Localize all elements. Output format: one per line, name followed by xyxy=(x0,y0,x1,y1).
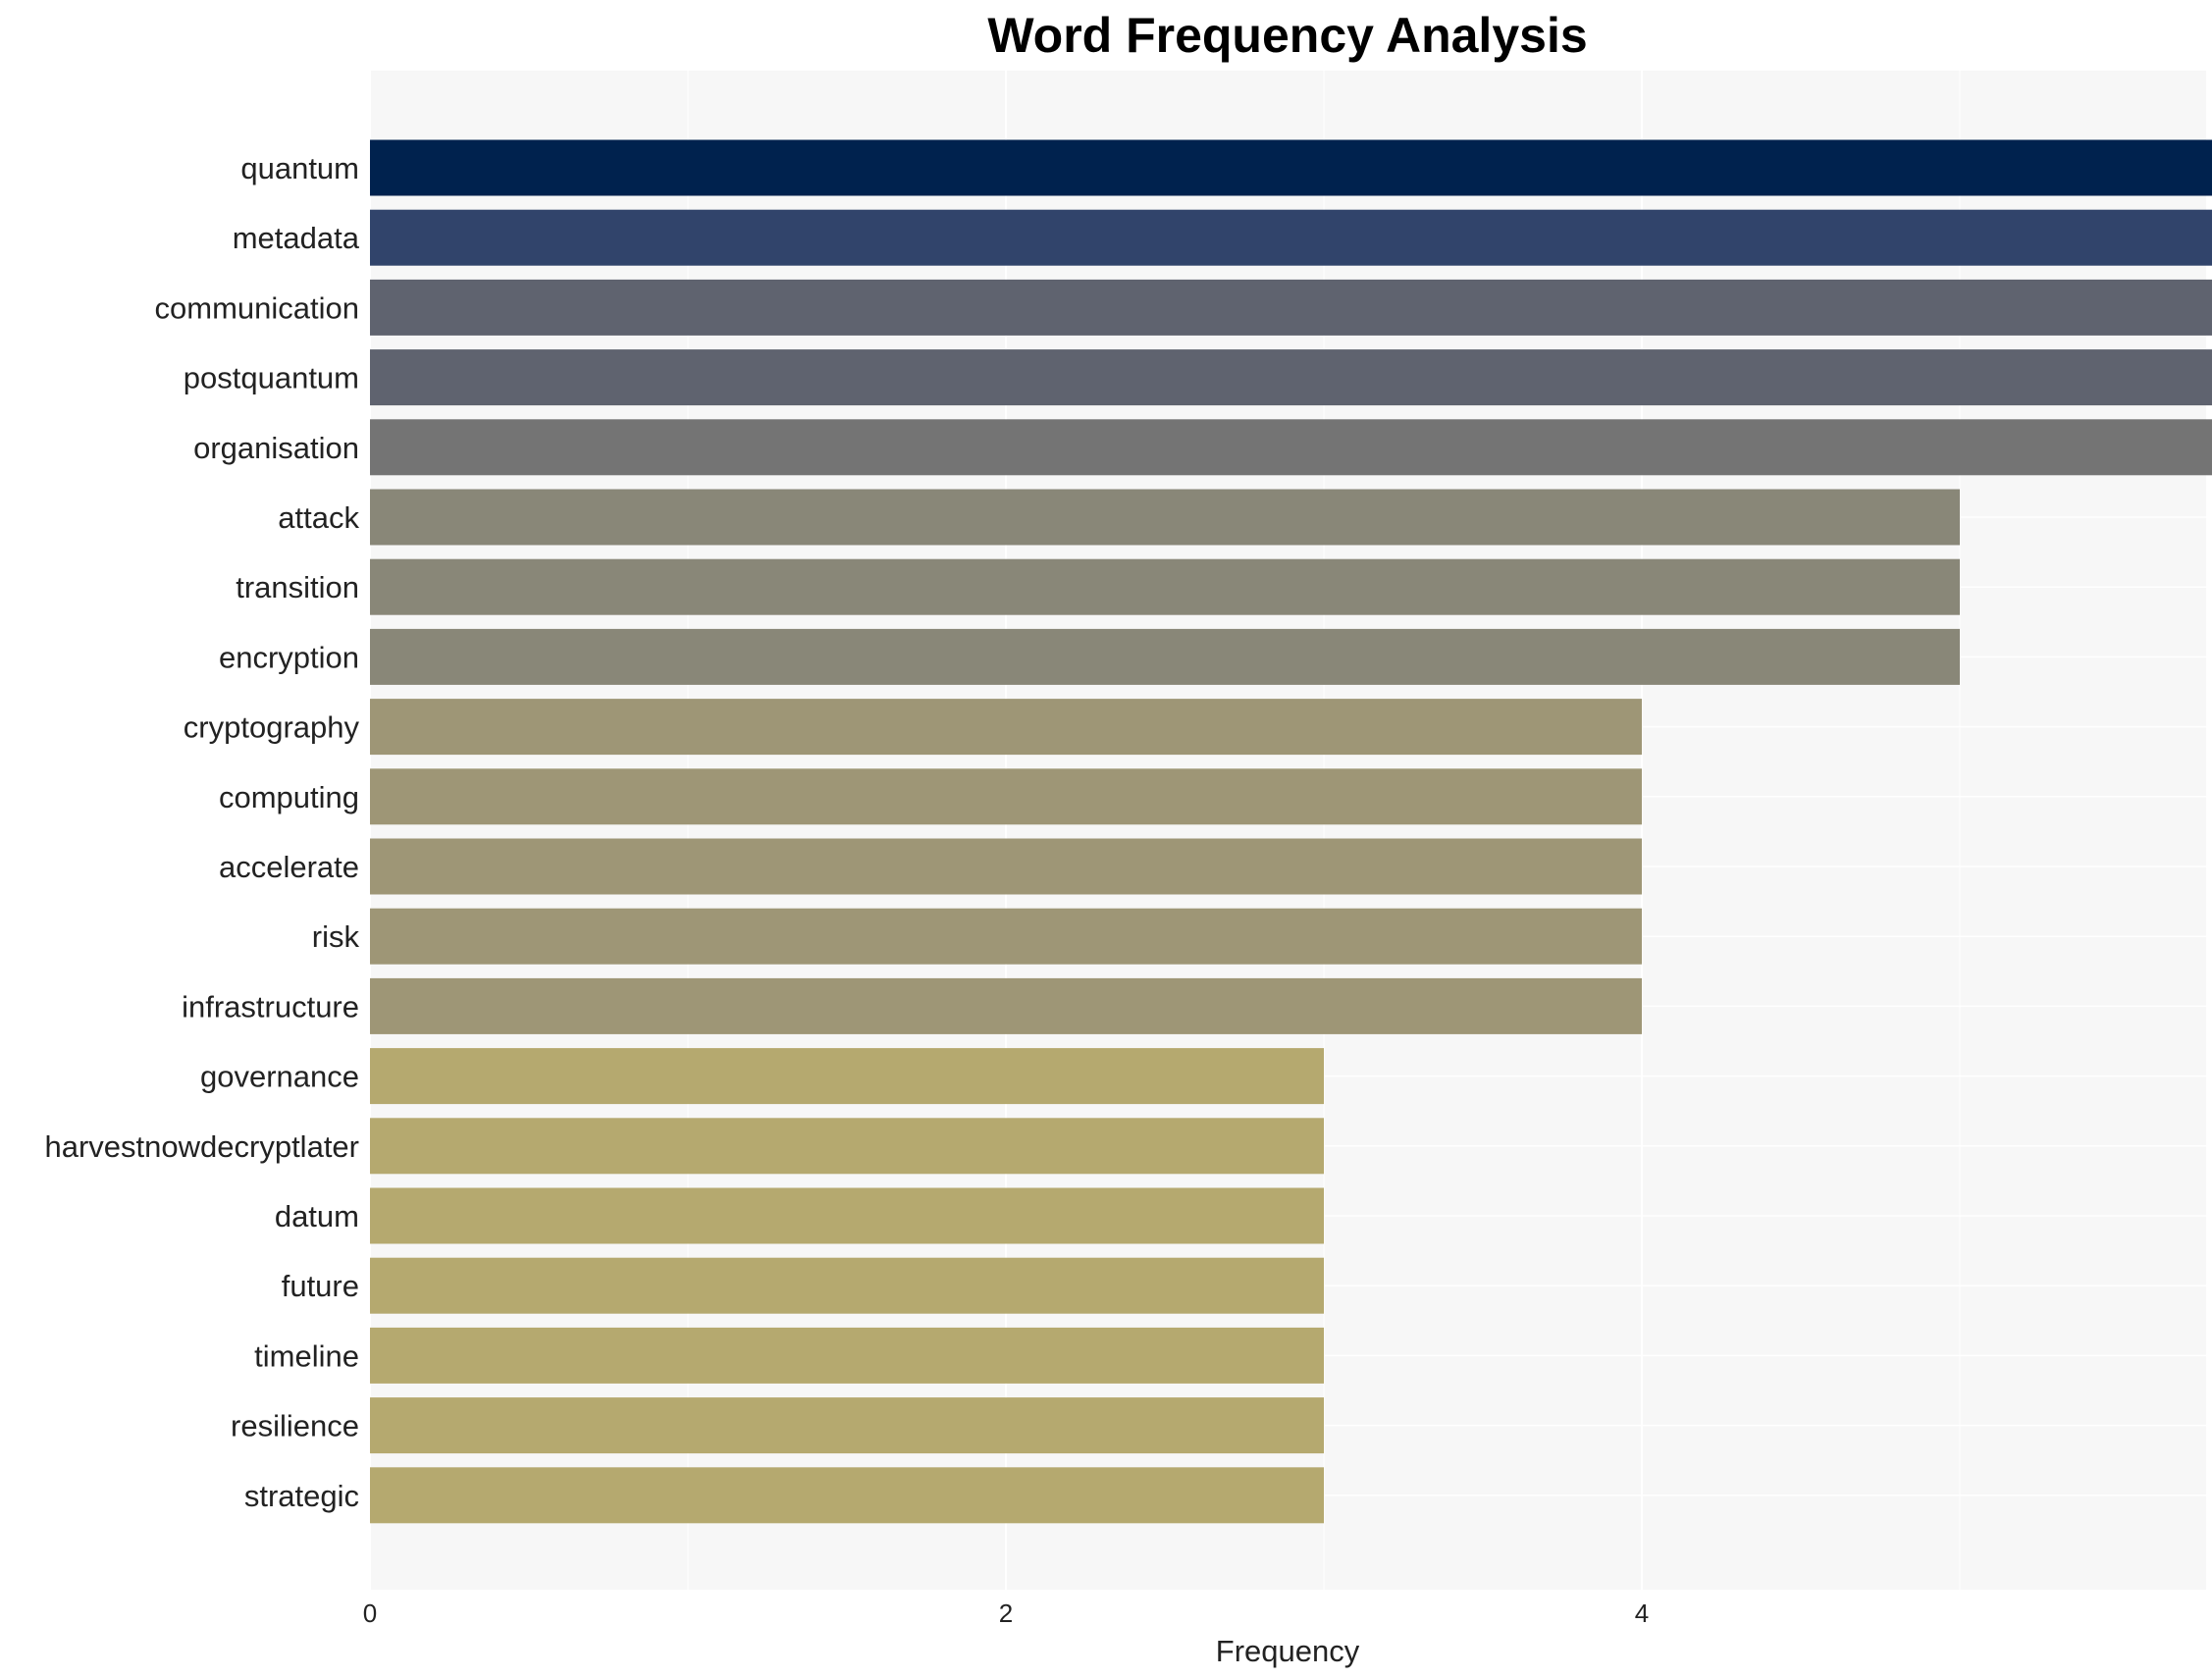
bar-resilience xyxy=(370,1397,1324,1454)
bar-transition xyxy=(370,558,1960,615)
category-label-communication: communication xyxy=(155,290,359,325)
category-label-encryption: encryption xyxy=(219,640,359,674)
category-label-metadata: metadata xyxy=(233,221,360,255)
bar-postquantum xyxy=(370,349,2212,406)
category-label-infrastructure: infrastructure xyxy=(182,989,359,1023)
bar-computing xyxy=(370,768,1642,825)
x-tick-label: 4 xyxy=(1635,1599,1649,1628)
category-label-harvestnowdecryptlater: harvestnowdecryptlater xyxy=(45,1129,360,1164)
bar-cryptography xyxy=(370,699,1642,756)
bar-attack xyxy=(370,489,1960,546)
category-label-risk: risk xyxy=(312,919,360,954)
category-labels: quantum metadata communication postquantum o… xyxy=(45,151,360,1513)
category-label-strategic: strategic xyxy=(244,1479,359,1513)
bars xyxy=(370,139,2212,1524)
category-label-organisation: organisation xyxy=(193,431,359,465)
bar-accelerate xyxy=(370,838,1642,895)
bar-infrastructure xyxy=(370,977,1642,1034)
category-label-quantum: quantum xyxy=(240,151,359,185)
category-label-datum: datum xyxy=(275,1199,359,1233)
bar-risk xyxy=(370,908,1642,965)
category-label-resilience: resilience xyxy=(231,1409,359,1443)
category-label-attack: attack xyxy=(278,500,359,535)
x-axis-ticks: 0246810 xyxy=(363,1599,1649,1628)
x-tick-label: 0 xyxy=(363,1599,377,1628)
bar-encryption xyxy=(370,628,1960,685)
category-label-cryptography: cryptography xyxy=(184,710,360,745)
bar-datum xyxy=(370,1187,1324,1244)
bar-quantum xyxy=(370,139,2212,196)
bar-future xyxy=(370,1257,1324,1314)
category-label-transition: transition xyxy=(236,570,359,604)
chart-title: Word Frequency Analysis xyxy=(987,8,1587,63)
category-label-governance: governance xyxy=(200,1060,359,1094)
category-label-computing: computing xyxy=(219,780,359,814)
category-label-timeline: timeline xyxy=(254,1338,359,1373)
bar-metadata xyxy=(370,209,2212,266)
bar-governance xyxy=(370,1048,1324,1105)
bar-timeline xyxy=(370,1327,1324,1384)
bar-organisation xyxy=(370,419,2212,476)
bar-communication xyxy=(370,279,2212,336)
category-label-postquantum: postquantum xyxy=(184,361,359,395)
bar-strategic xyxy=(370,1467,1324,1524)
x-tick-label: 2 xyxy=(999,1599,1013,1628)
x-axis-title: Frequency xyxy=(1216,1634,1360,1668)
category-label-accelerate: accelerate xyxy=(219,850,359,884)
bar-harvestnowdecryptlater xyxy=(370,1118,1324,1175)
category-label-future: future xyxy=(282,1269,359,1303)
